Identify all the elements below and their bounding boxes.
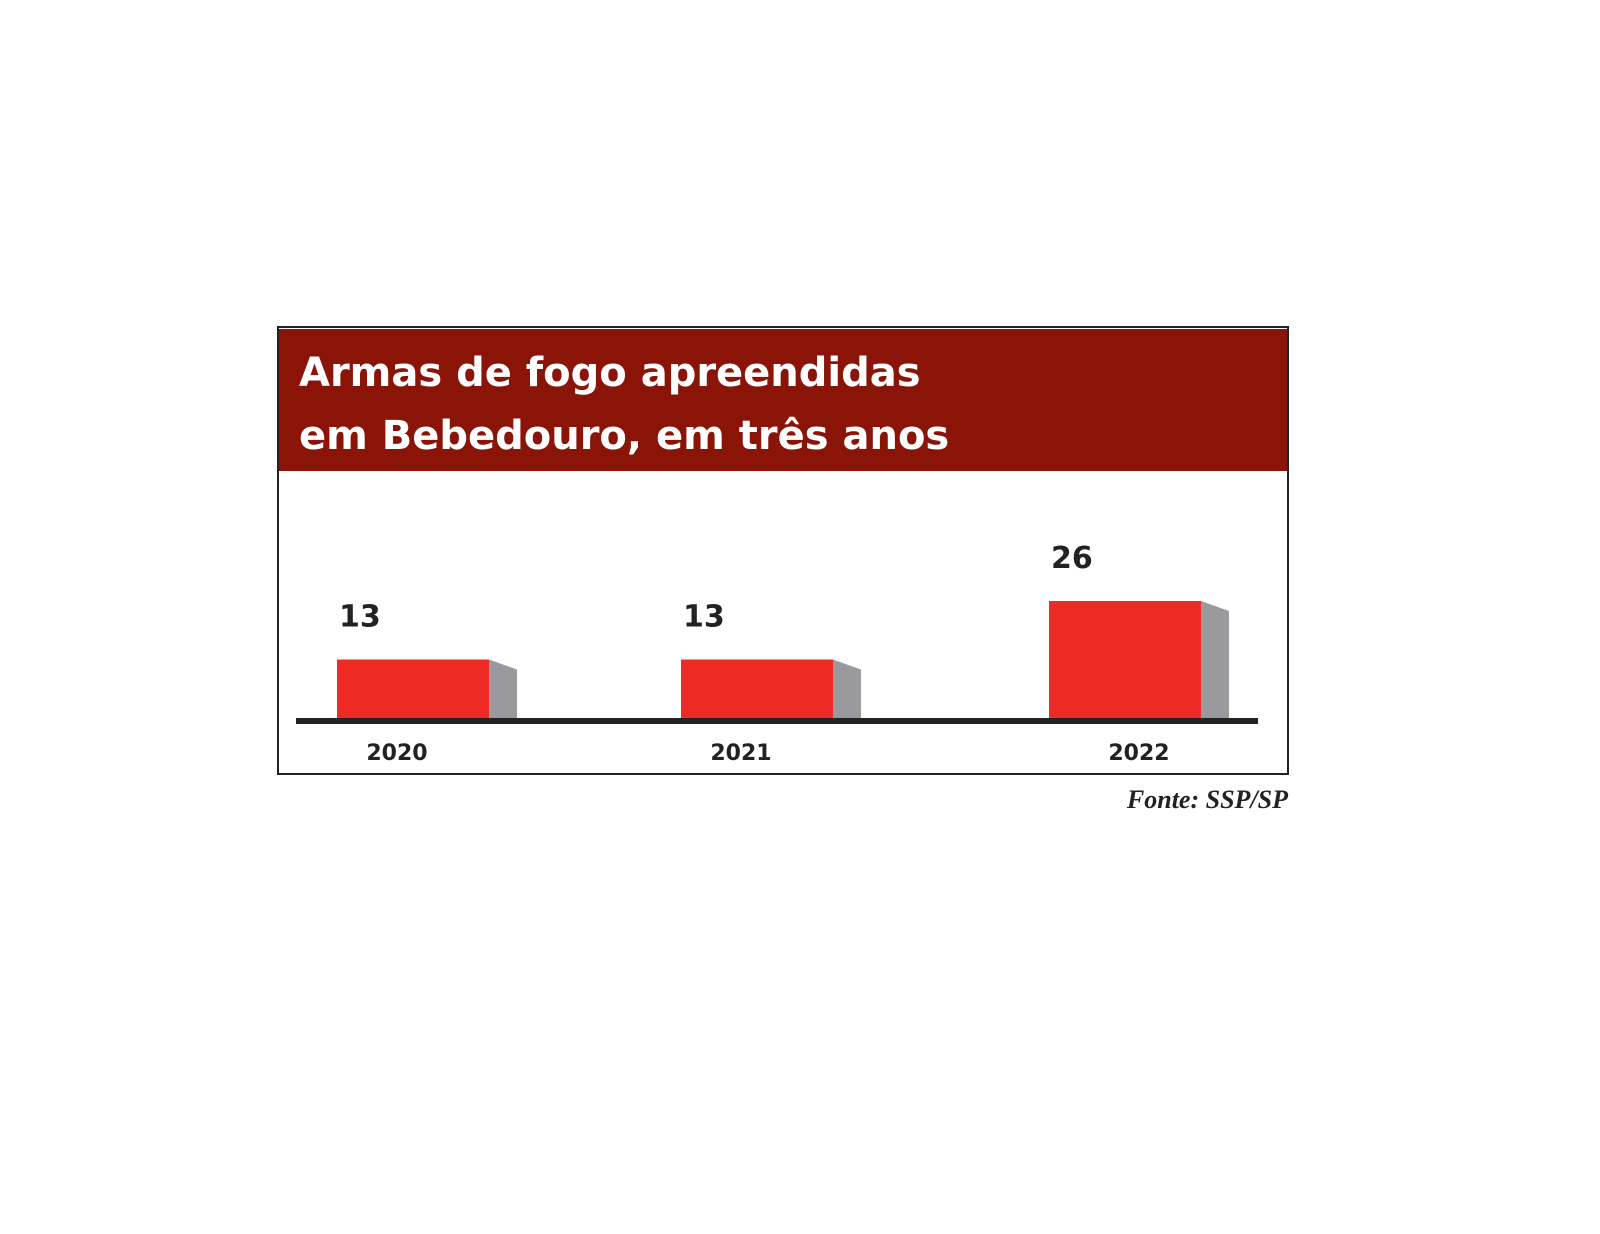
x-tick-label: 2022: [1108, 741, 1169, 766]
data-label: 13: [683, 600, 725, 635]
bar: [1049, 601, 1201, 718]
bar-side: [1201, 601, 1229, 718]
bar: [337, 659, 489, 718]
data-label: 13: [339, 600, 381, 635]
bar: [681, 659, 833, 718]
x-tick-label: 2021: [710, 741, 771, 766]
x-tick-label: 2020: [366, 741, 427, 766]
bar-side: [833, 659, 861, 718]
chart-title: Armas de fogo apreendidas: [299, 350, 921, 396]
source: Fonte: SSP/SP: [1126, 785, 1289, 814]
data-label: 26: [1051, 541, 1093, 576]
bar-side: [489, 659, 517, 718]
header: [279, 329, 1287, 471]
chart-title: em Bebedouro, em três anos: [299, 413, 949, 459]
